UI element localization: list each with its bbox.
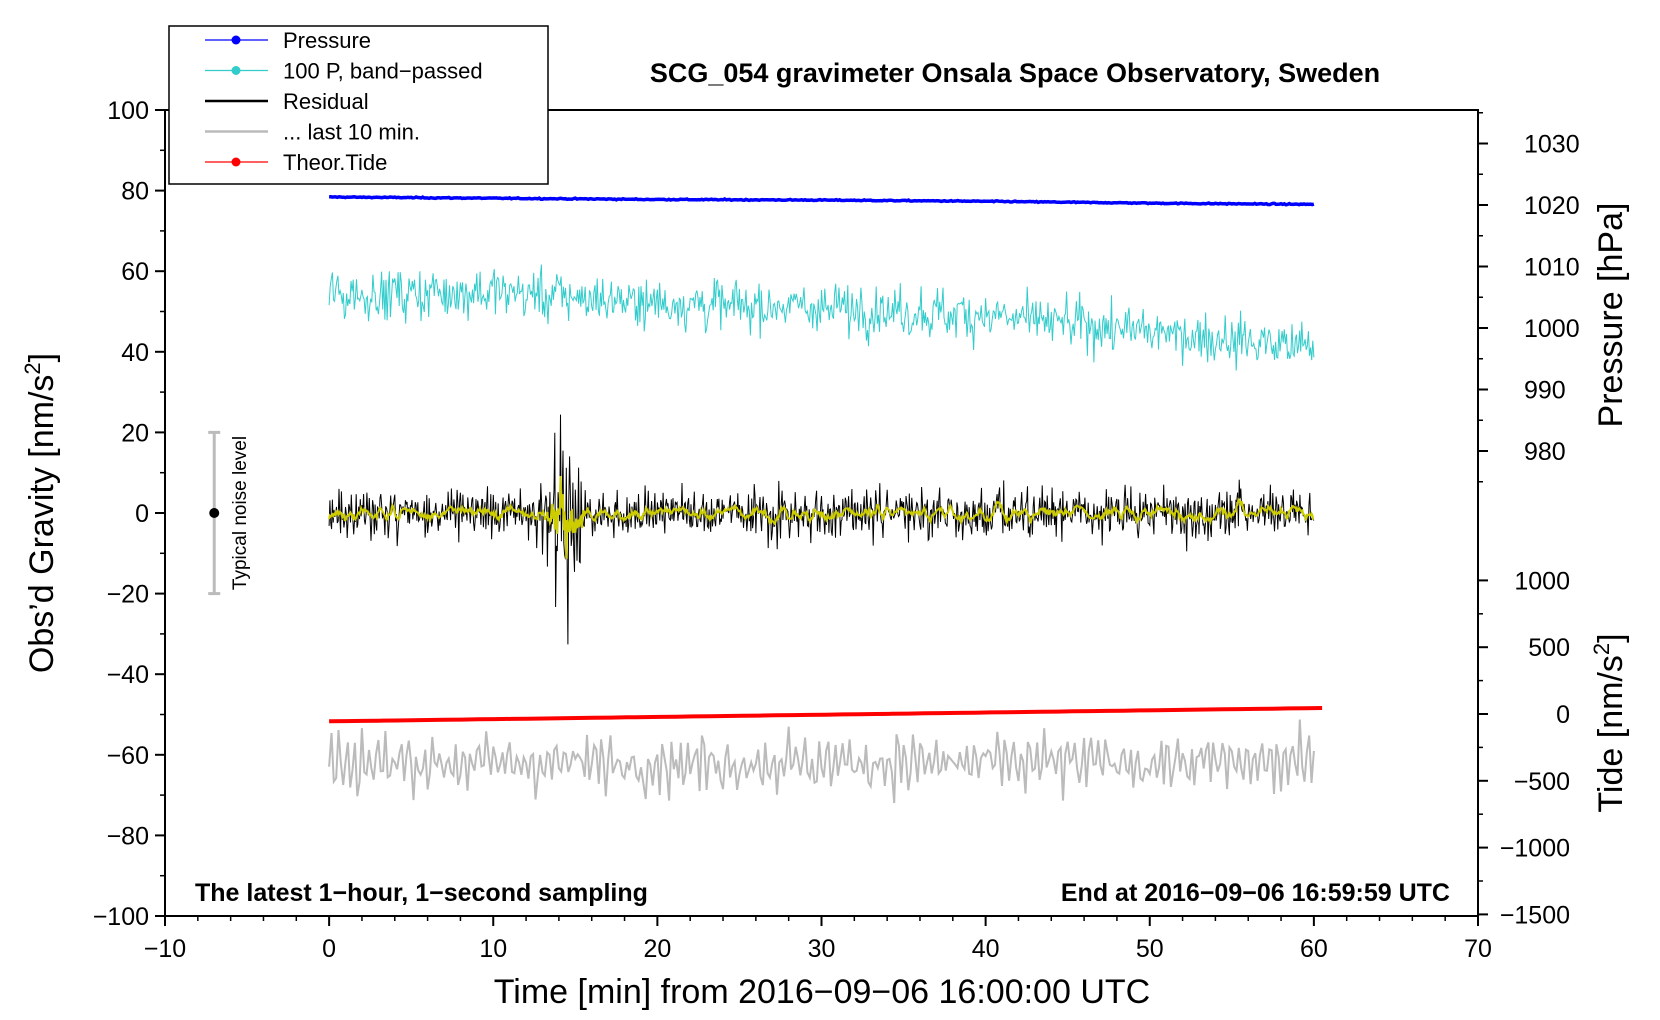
pressure-tick-label: 1000: [1524, 315, 1580, 343]
x-tick-label: 30: [808, 935, 836, 963]
x-tick-label: 70: [1464, 935, 1492, 963]
pressure-tick-label: 990: [1524, 377, 1566, 405]
x-tick-label: 0: [322, 935, 336, 963]
tide-axis: −1500 −1000 −500 0 500 1000: [1478, 567, 1570, 929]
x-tick-label: 20: [643, 935, 671, 963]
tide-axis-label-end: ]: [1592, 633, 1630, 642]
series-layer: [328, 194, 1323, 804]
gravity-tick-label: 100: [107, 97, 149, 125]
legend-box: [168, 25, 549, 185]
gravity-axis-label-sup: 2: [20, 362, 45, 374]
pressure-tick-label: 1010: [1524, 254, 1580, 282]
tide-tick-label: −1500: [1500, 901, 1570, 929]
legend-item: 100 P, band−passed: [205, 59, 483, 84]
gravity-tick-label: 60: [121, 258, 149, 286]
gravity-tick-label: −80: [107, 822, 149, 850]
gravity-tick-label: 80: [121, 178, 149, 206]
tide-axis-label-main: Tide [nm/s: [1592, 655, 1630, 812]
gravity-axis: −100 −80 −60 −40 −20 0 20 40 60 80 100: [93, 97, 165, 931]
x-tick-label: 10: [479, 935, 507, 963]
series-residual: [328, 414, 1315, 645]
series-theoretical-tide: [329, 706, 1323, 724]
series-last-10-min: [328, 719, 1315, 804]
chart-title: SCG_054 gravimeter Onsala Space Observat…: [650, 58, 1380, 88]
noise-level-bar: Typical noise level: [208, 430, 251, 596]
tide-tick-label: −1000: [1500, 835, 1570, 863]
tide-tick-label: 500: [1528, 634, 1570, 662]
legend-label: 100 P, band−passed: [283, 59, 483, 84]
legend-label: ... last 10 min.: [283, 120, 420, 145]
gravity-tick-label: −60: [107, 742, 149, 770]
gravity-axis-label: Obs’d Gravity [nm/s2]: [20, 353, 61, 673]
x-tick-label: −10: [144, 935, 186, 963]
pressure-axis-label: Pressure [hPa]: [1592, 203, 1630, 428]
gravity-tick-label: 0: [135, 500, 149, 528]
series-pressure: [328, 194, 1315, 207]
legend-label: Residual: [283, 89, 369, 114]
legend-item: Pressure: [205, 28, 371, 53]
legend-swatch-dot: [231, 157, 241, 167]
x-tick-label: 60: [1300, 935, 1328, 963]
annotation-bottom-right: End at 2016−09−06 16:59:59 UTC: [1061, 879, 1450, 907]
x-axis: −10 0 10 20 30 40 50 60 70: [144, 916, 1492, 963]
tide-tick-label: −500: [1514, 768, 1570, 796]
legend: Pressure 100 P, band−passed Residual ... la…: [168, 25, 549, 185]
noise-level-label: Typical noise level: [230, 436, 251, 590]
gravity-tick-label: −100: [93, 903, 149, 931]
legend-label: Theor.Tide: [283, 150, 387, 175]
annotation-bottom-left: The latest 1−hour, 1−second sampling: [195, 879, 648, 907]
legend-item: ... last 10 min.: [205, 120, 420, 145]
legend-label: Pressure: [283, 28, 371, 53]
gravity-tick-label: −40: [107, 661, 149, 689]
noise-center-dot: [209, 508, 220, 518]
series-band-passed-pressure: [328, 264, 1315, 371]
legend-item: Theor.Tide: [205, 150, 387, 175]
pressure-tick-label: 1020: [1524, 192, 1580, 220]
legend-swatch-dot: [231, 35, 241, 45]
tide-tick-label: 1000: [1514, 567, 1570, 595]
legend-swatch-dot: [231, 66, 241, 75]
x-tick-label: 50: [1136, 935, 1164, 963]
tide-axis-label-sup: 2: [1589, 643, 1614, 655]
gravity-tick-label: 40: [121, 339, 149, 367]
x-axis-label: Time [min] from 2016−09−06 16:00:00 UTC: [494, 973, 1150, 1011]
gravity-axis-label-end: ]: [23, 353, 61, 362]
gravity-tick-label: 20: [121, 419, 149, 447]
pressure-axis: 980 990 1000 1010 1020 1030: [1478, 112, 1580, 483]
pressure-tick-label: 1030: [1524, 131, 1580, 159]
pressure-tick-label: 980: [1524, 438, 1566, 466]
gravity-tick-label: −20: [107, 581, 149, 609]
gravity-axis-label-main: Obs’d Gravity [nm/s: [23, 375, 61, 674]
x-tick-label: 40: [972, 935, 1000, 963]
tide-tick-label: 0: [1556, 701, 1570, 729]
tide-axis-label: Tide [nm/s2]: [1589, 633, 1630, 812]
legend-item: Residual: [205, 89, 369, 114]
series-smoothed-residual: [328, 475, 1315, 559]
